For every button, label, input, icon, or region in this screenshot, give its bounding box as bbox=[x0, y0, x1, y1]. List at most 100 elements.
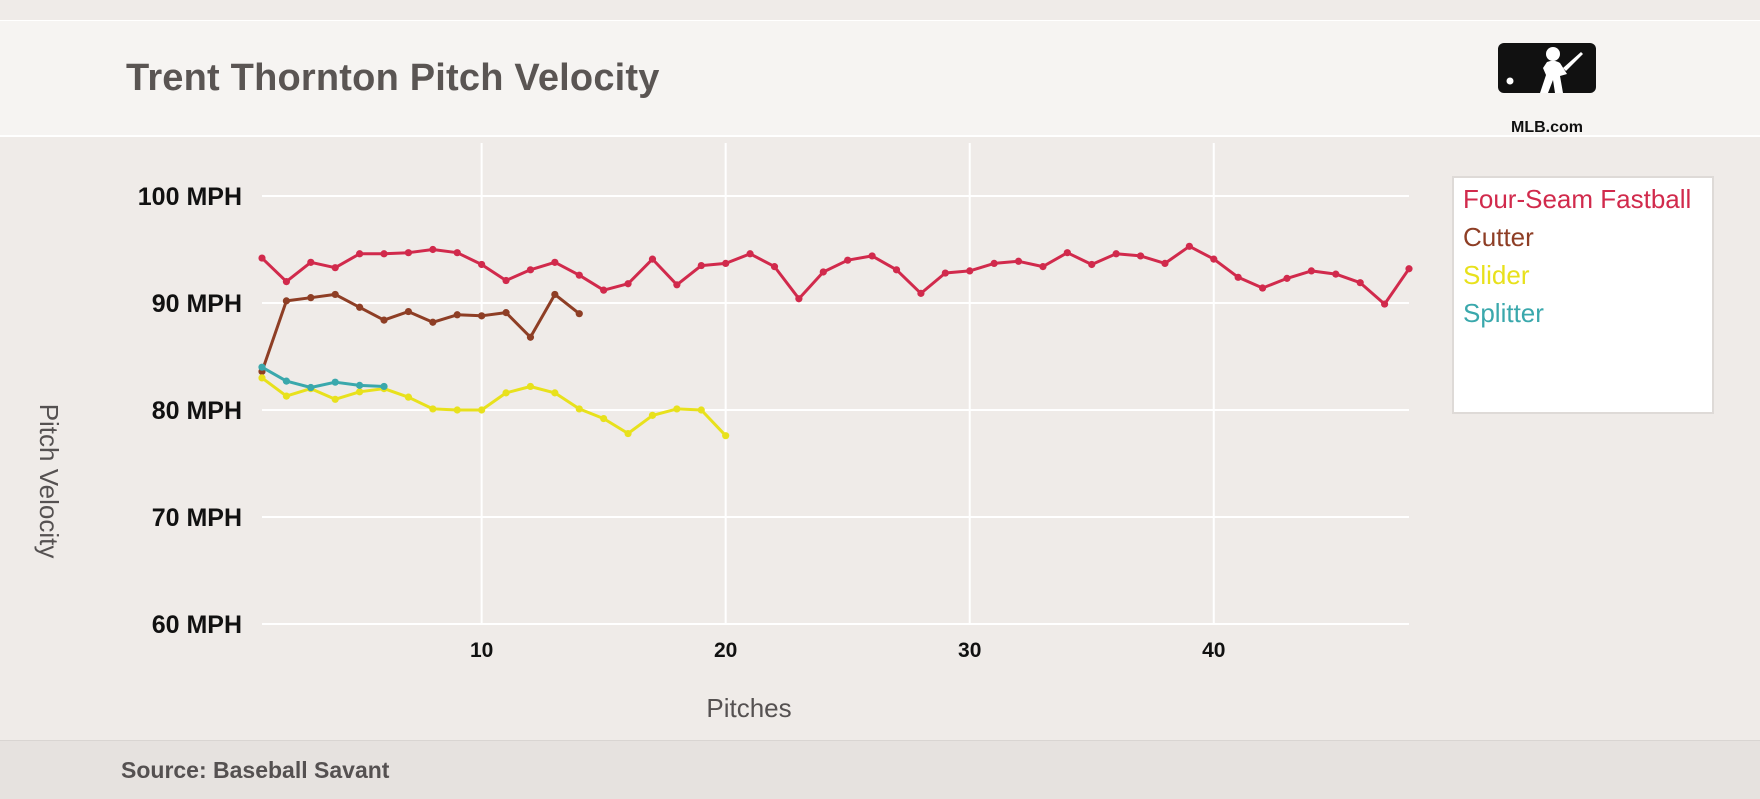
data-point-four-seam-fastball bbox=[282, 278, 291, 286]
data-point-four-seam-fastball bbox=[673, 281, 681, 289]
data-point-slider bbox=[502, 389, 510, 397]
data-point-four-seam-fastball bbox=[966, 267, 974, 275]
x-tick-label: 20 bbox=[714, 639, 737, 662]
data-point-slider bbox=[648, 411, 657, 419]
x-tick-label: 10 bbox=[470, 639, 493, 662]
data-point-slider bbox=[673, 405, 681, 413]
data-point-splitter bbox=[282, 377, 291, 385]
chart-footer: Source: Baseball Savant bbox=[0, 740, 1760, 799]
mlb-logo[interactable]: MLB.com bbox=[1497, 42, 1599, 138]
y-axis-label: Pitch Velocity bbox=[34, 404, 64, 559]
data-point-splitter bbox=[331, 378, 339, 386]
data-point-four-seam-fastball bbox=[380, 250, 388, 258]
data-point-four-seam-fastball bbox=[1405, 265, 1413, 273]
y-tick-label: 70 MPH bbox=[152, 504, 242, 532]
series-line-cutter bbox=[260, 292, 581, 373]
data-point-cutter bbox=[526, 333, 535, 341]
legend-item-slider[interactable]: Slider bbox=[1463, 260, 1530, 290]
data-point-slider bbox=[429, 405, 437, 413]
x-axis-label: Pitches bbox=[706, 693, 791, 723]
data-point-slider bbox=[453, 406, 461, 414]
data-point-four-seam-fastball bbox=[1161, 259, 1169, 268]
batter-silhouette-icon bbox=[1498, 43, 1596, 93]
data-point-slider bbox=[478, 406, 486, 414]
data-point-four-seam-fastball bbox=[1185, 242, 1193, 250]
data-point-four-seam-fastball bbox=[575, 271, 583, 279]
y-tick-label: 90 MPH bbox=[152, 290, 242, 318]
series-line-slider bbox=[260, 376, 728, 438]
data-point-four-seam-fastball bbox=[892, 266, 901, 274]
data-point-four-seam-fastball bbox=[1258, 284, 1267, 292]
data-point-slider bbox=[551, 389, 559, 397]
legend-item-four-seam-fastball[interactable]: Four-Seam Fastball bbox=[1463, 184, 1692, 214]
data-point-cutter bbox=[575, 310, 583, 318]
data-point-four-seam-fastball bbox=[941, 269, 949, 277]
data-point-slider bbox=[526, 382, 535, 391]
data-point-four-seam-fastball bbox=[1063, 249, 1071, 257]
data-point-four-seam-fastball bbox=[1234, 273, 1242, 281]
data-point-four-seam-fastball bbox=[917, 289, 925, 297]
data-point-cutter bbox=[404, 307, 413, 316]
data-point-four-seam-fastball bbox=[1307, 267, 1315, 275]
velocity-chart: 60 MPH 70 MPH 80 MPH 90 MPH 100 MPH 10 20 30 40 P… bbox=[34, 143, 1413, 723]
y-tick-label: 80 MPH bbox=[152, 397, 242, 425]
data-point-cutter bbox=[502, 309, 510, 317]
data-point-four-seam-fastball bbox=[526, 266, 535, 274]
top-strip bbox=[0, 0, 1760, 21]
data-point-four-seam-fastball bbox=[624, 280, 632, 288]
data-point-four-seam-fastball bbox=[1356, 279, 1364, 287]
data-point-cutter bbox=[331, 290, 339, 299]
data-point-four-seam-fastball bbox=[502, 276, 510, 285]
data-point-four-seam-fastball bbox=[1112, 250, 1120, 258]
source-note: Source: Baseball Savant bbox=[121, 757, 390, 783]
data-point-cutter bbox=[356, 303, 364, 311]
data-point-four-seam-fastball bbox=[990, 259, 998, 268]
data-point-cutter bbox=[551, 290, 559, 299]
data-point-slider bbox=[600, 414, 608, 423]
data-point-cutter bbox=[429, 318, 437, 326]
data-point-four-seam-fastball bbox=[600, 286, 608, 294]
chart-header: Trent Thornton Pitch Velocity MLB.com bbox=[0, 21, 1760, 137]
data-point-splitter bbox=[356, 381, 364, 389]
data-point-four-seam-fastball bbox=[697, 261, 705, 270]
data-point-four-seam-fastball bbox=[356, 250, 364, 258]
data-point-slider bbox=[722, 432, 730, 440]
data-point-four-seam-fastball bbox=[1332, 270, 1340, 278]
data-point-cutter bbox=[307, 294, 315, 302]
legend-item-cutter[interactable]: Cutter bbox=[1463, 222, 1534, 252]
y-tick-label: 60 MPH bbox=[152, 611, 242, 639]
data-point-four-seam-fastball bbox=[453, 249, 461, 257]
data-point-splitter bbox=[307, 383, 315, 392]
legend-item-splitter[interactable]: Splitter bbox=[1463, 298, 1544, 328]
chart-title: Trent Thornton Pitch Velocity bbox=[126, 57, 660, 99]
data-point-slider bbox=[282, 392, 291, 400]
y-tick-label: 100 MPH bbox=[138, 183, 242, 211]
data-point-slider bbox=[624, 429, 632, 438]
data-point-cutter bbox=[453, 311, 461, 319]
logo-text: MLB.com bbox=[1511, 119, 1583, 136]
data-point-four-seam-fastball bbox=[819, 268, 827, 276]
series-line-splitter bbox=[260, 365, 386, 389]
data-point-four-seam-fastball bbox=[429, 245, 437, 254]
data-point-four-seam-fastball bbox=[1039, 263, 1047, 271]
data-point-splitter bbox=[258, 363, 266, 371]
data-point-four-seam-fastball bbox=[648, 255, 657, 263]
data-point-four-seam-fastball bbox=[258, 254, 266, 262]
data-point-four-seam-fastball bbox=[770, 263, 779, 271]
data-point-four-seam-fastball bbox=[1380, 300, 1389, 308]
data-point-slider bbox=[356, 388, 364, 396]
data-point-four-seam-fastball bbox=[1283, 274, 1291, 282]
series-line-four-seam-fastball bbox=[260, 244, 1411, 306]
x-tick-label: 40 bbox=[1202, 639, 1225, 662]
data-point-slider bbox=[331, 395, 339, 403]
data-point-four-seam-fastball bbox=[746, 250, 754, 258]
chart-legend: Four-Seam Fastball Cutter Slider Splitter bbox=[1452, 176, 1714, 414]
data-point-four-seam-fastball bbox=[1088, 260, 1096, 269]
data-point-four-seam-fastball bbox=[551, 258, 559, 266]
data-point-four-seam-fastball bbox=[478, 260, 486, 269]
data-point-four-seam-fastball bbox=[1210, 255, 1218, 263]
data-point-cutter bbox=[282, 297, 291, 305]
data-point-slider bbox=[575, 405, 583, 413]
x-tick-label: 30 bbox=[958, 639, 981, 662]
data-point-four-seam-fastball bbox=[795, 295, 803, 303]
